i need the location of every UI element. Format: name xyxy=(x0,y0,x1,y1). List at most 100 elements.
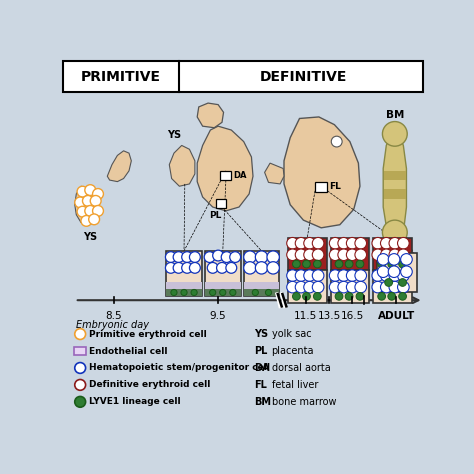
Text: DEFINITIVE: DEFINITIVE xyxy=(260,70,347,84)
Circle shape xyxy=(346,270,358,282)
Bar xyxy=(288,270,327,302)
Bar xyxy=(244,289,279,296)
Circle shape xyxy=(292,292,300,300)
Circle shape xyxy=(388,254,400,265)
Circle shape xyxy=(378,260,385,268)
Polygon shape xyxy=(169,146,195,186)
Text: Hematopoietic stem/progenitor cell: Hematopoietic stem/progenitor cell xyxy=(90,364,271,373)
Text: 13.5: 13.5 xyxy=(317,311,341,321)
Polygon shape xyxy=(75,186,100,225)
Circle shape xyxy=(329,249,341,261)
Polygon shape xyxy=(383,134,406,234)
Text: placenta: placenta xyxy=(272,346,314,356)
Circle shape xyxy=(398,237,409,249)
Bar xyxy=(216,200,226,208)
Polygon shape xyxy=(197,126,253,211)
Text: dorsal aorta: dorsal aorta xyxy=(272,363,330,373)
Circle shape xyxy=(302,260,310,268)
Circle shape xyxy=(399,292,406,300)
Bar xyxy=(205,289,241,296)
Text: FL: FL xyxy=(255,380,267,390)
Circle shape xyxy=(255,251,268,263)
Circle shape xyxy=(85,185,96,195)
Circle shape xyxy=(171,290,177,296)
Circle shape xyxy=(252,290,258,296)
Circle shape xyxy=(267,262,279,274)
Circle shape xyxy=(313,292,321,300)
Bar xyxy=(384,189,406,199)
Text: Definitive erythroid cell: Definitive erythroid cell xyxy=(90,381,211,390)
Circle shape xyxy=(295,237,307,249)
Text: YS: YS xyxy=(255,329,269,339)
Circle shape xyxy=(383,220,407,245)
Circle shape xyxy=(213,250,224,261)
Text: Primitive erythroid cell: Primitive erythroid cell xyxy=(90,329,207,338)
Circle shape xyxy=(244,262,256,274)
Text: LYVE1 lineage cell: LYVE1 lineage cell xyxy=(90,397,181,406)
Circle shape xyxy=(338,282,349,293)
Circle shape xyxy=(217,263,228,273)
Text: FL: FL xyxy=(329,182,341,191)
Bar xyxy=(166,282,202,289)
Bar xyxy=(373,238,412,270)
Circle shape xyxy=(75,197,86,208)
Circle shape xyxy=(207,263,218,273)
Circle shape xyxy=(221,252,232,263)
Polygon shape xyxy=(284,117,360,228)
Circle shape xyxy=(338,249,349,261)
Text: fetal liver: fetal liver xyxy=(272,380,318,390)
Circle shape xyxy=(287,270,298,282)
Circle shape xyxy=(173,263,184,273)
Circle shape xyxy=(329,237,341,249)
Circle shape xyxy=(381,249,392,261)
Text: YS: YS xyxy=(167,130,181,140)
Bar xyxy=(315,182,328,191)
Circle shape xyxy=(292,260,300,268)
Circle shape xyxy=(204,252,215,263)
Circle shape xyxy=(388,260,396,268)
Text: PL: PL xyxy=(210,211,222,220)
Circle shape xyxy=(287,282,298,293)
Circle shape xyxy=(165,252,176,263)
Circle shape xyxy=(381,270,392,282)
Circle shape xyxy=(335,260,343,268)
Circle shape xyxy=(226,263,237,273)
Circle shape xyxy=(345,260,353,268)
Circle shape xyxy=(398,249,409,261)
Circle shape xyxy=(388,292,396,300)
Circle shape xyxy=(90,195,101,206)
Circle shape xyxy=(378,292,385,300)
Polygon shape xyxy=(264,163,284,184)
Circle shape xyxy=(401,266,412,277)
Circle shape xyxy=(389,270,401,282)
Circle shape xyxy=(401,254,412,265)
Circle shape xyxy=(399,260,406,268)
Circle shape xyxy=(389,282,401,293)
Circle shape xyxy=(287,249,298,261)
Bar xyxy=(377,253,417,292)
Circle shape xyxy=(244,251,256,263)
Circle shape xyxy=(182,252,192,263)
Circle shape xyxy=(165,263,176,273)
Circle shape xyxy=(267,251,279,263)
Circle shape xyxy=(295,249,307,261)
Circle shape xyxy=(335,292,343,300)
Text: 16.5: 16.5 xyxy=(341,311,364,321)
Circle shape xyxy=(312,237,324,249)
Circle shape xyxy=(355,249,366,261)
Bar xyxy=(220,171,231,180)
Text: BM: BM xyxy=(386,110,404,120)
Circle shape xyxy=(389,237,401,249)
Circle shape xyxy=(312,282,324,293)
Bar xyxy=(63,61,423,91)
Circle shape xyxy=(191,290,197,296)
Bar xyxy=(205,251,241,296)
Bar xyxy=(373,270,412,302)
Circle shape xyxy=(255,262,268,274)
Circle shape xyxy=(89,214,100,225)
Circle shape xyxy=(75,396,86,407)
Circle shape xyxy=(398,270,409,282)
Circle shape xyxy=(346,249,358,261)
Bar xyxy=(74,347,86,355)
Circle shape xyxy=(329,282,341,293)
